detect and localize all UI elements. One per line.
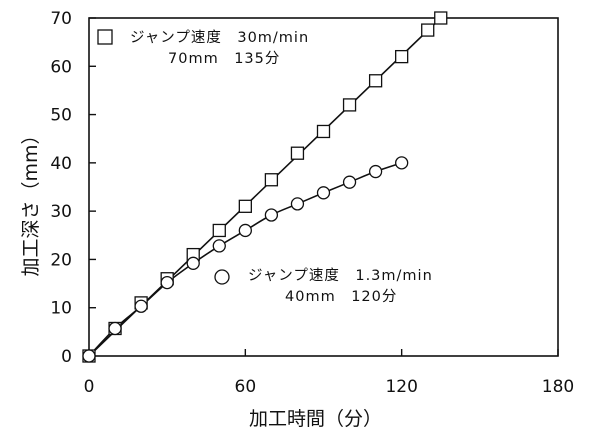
x-tick-label: 120 — [385, 377, 417, 397]
square-marker — [316, 124, 331, 139]
square-marker — [434, 11, 448, 25]
square-marker — [395, 49, 409, 64]
square-marker — [264, 173, 279, 187]
plot-frame — [88, 17, 559, 357]
circle-marker — [134, 299, 148, 313]
x-tick-label: 0 — [84, 377, 95, 397]
legend-square-line2: 70mm 135分 — [168, 50, 280, 67]
circle-marker — [264, 208, 279, 222]
y-axis-title: 加工深さ（mm） — [20, 125, 42, 276]
x-tick-label: 180 — [542, 377, 574, 397]
square-marker — [290, 146, 305, 160]
x-tick-label: 60 — [235, 377, 257, 397]
square-marker — [421, 23, 435, 37]
y-tick-label: 50 — [50, 106, 72, 126]
circle-marker — [212, 239, 226, 253]
circle-marker — [160, 275, 174, 290]
legend-circle-line2: 40mm 120分 — [285, 288, 397, 305]
circle-marker — [108, 321, 122, 336]
y-tick-label: 30 — [50, 202, 72, 222]
legend-circle-line1: ジャンプ速度 1.3m/min — [248, 267, 433, 284]
y-tick-label: 40 — [50, 154, 72, 174]
circle-marker — [395, 156, 409, 170]
circle-marker — [368, 164, 383, 179]
circle-marker — [186, 256, 200, 270]
square-marker — [342, 98, 357, 112]
y-tick-label: 0 — [61, 347, 72, 367]
legend-square-symbol — [97, 29, 113, 45]
legend-square-line1: ジャンプ速度 30m/min — [130, 29, 309, 46]
y-tick-label: 70 — [50, 9, 72, 29]
circle-marker — [238, 223, 252, 238]
circle-marker — [82, 349, 96, 363]
circle-marker — [342, 175, 357, 189]
circle-marker — [316, 186, 331, 200]
square-marker — [238, 199, 252, 213]
circle-marker — [290, 197, 305, 211]
square-marker — [368, 74, 383, 88]
legend-circle-symbol — [214, 269, 230, 285]
x-axis-title: 加工時間（分） — [249, 408, 382, 430]
y-tick-label: 20 — [50, 250, 72, 270]
y-tick-label: 60 — [50, 57, 72, 77]
square-marker — [212, 223, 226, 238]
y-tick-label: 10 — [50, 299, 72, 319]
series-circle-line — [88, 162, 402, 357]
